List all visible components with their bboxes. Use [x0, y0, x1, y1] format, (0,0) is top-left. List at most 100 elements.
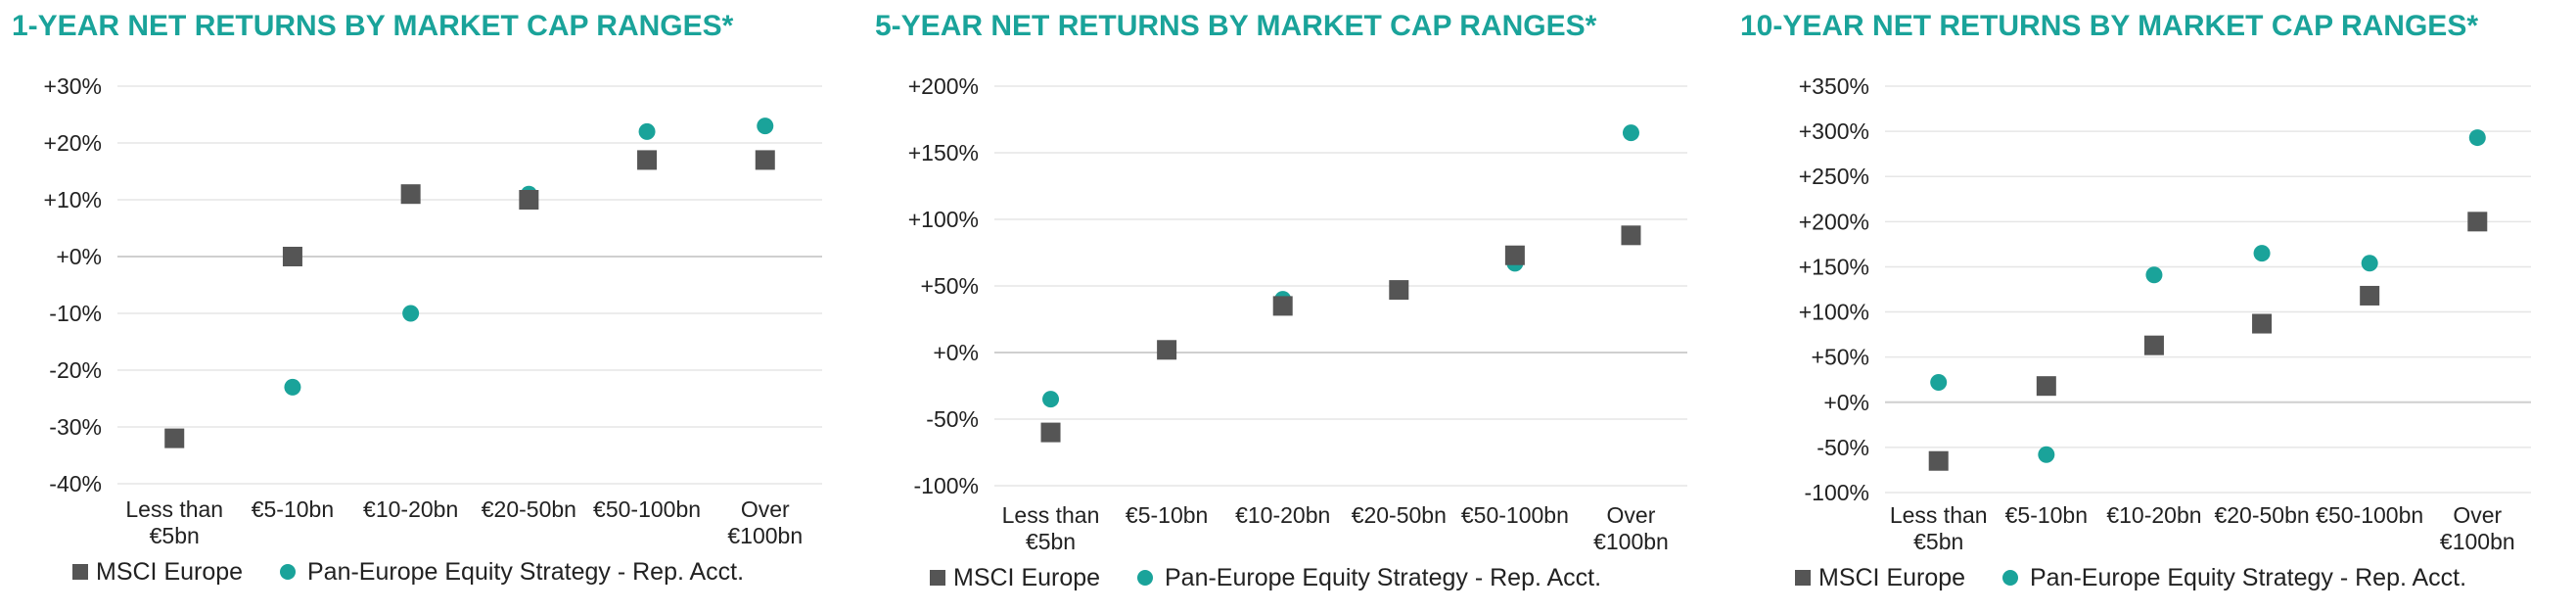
- y-tick-label: -100%: [914, 473, 979, 498]
- strategy-point: [402, 305, 420, 322]
- y-tick-label: +350%: [1799, 73, 1869, 99]
- y-tick-label: -10%: [49, 301, 102, 326]
- x-category-label: €10-20bn: [363, 496, 458, 522]
- y-tick-label: +10%: [44, 187, 102, 212]
- msci-europe-point: [1389, 280, 1409, 301]
- x-category-label: €5bn: [1026, 529, 1076, 554]
- x-category-label: Over: [2453, 502, 2502, 528]
- y-tick-label: +200%: [1799, 209, 1869, 234]
- strategy-point: [1930, 373, 1948, 391]
- x-category-label: €50-100bn: [1461, 502, 1569, 528]
- y-tick-label: +30%: [44, 73, 102, 99]
- y-tick-label: +100%: [908, 207, 979, 232]
- y-tick-label: +50%: [921, 273, 979, 299]
- msci-europe-point: [282, 247, 302, 266]
- legend-strategy-label: Pan-Europe Equity Strategy - Rep. Acct.: [307, 558, 744, 586]
- x-category-label: €5-10bn: [1126, 502, 1208, 528]
- y-tick-label: +0%: [1823, 390, 1869, 415]
- y-tick-label: +200%: [908, 73, 979, 99]
- x-category-label: €5-10bn: [2005, 502, 2088, 528]
- chart-panel-1: 1-YEAR NET RETURNS BY MARKET CAP RANGES*…: [12, 10, 822, 586]
- x-category-label: €20-50bn: [482, 496, 576, 522]
- msci-europe-point: [519, 190, 539, 210]
- chart-title: 1-YEAR NET RETURNS BY MARKET CAP RANGES*: [12, 10, 734, 42]
- msci-europe-point: [2143, 335, 2164, 355]
- x-category-label: €5bn: [1913, 529, 1963, 554]
- y-tick-label: -100%: [1805, 480, 1869, 505]
- legend-msci-marker: [1795, 570, 1811, 586]
- msci-europe-point: [2467, 212, 2488, 232]
- x-category-label: €10-20bn: [2106, 502, 2201, 528]
- y-tick-label: +20%: [44, 130, 102, 156]
- x-category-label: €100bn: [2440, 529, 2515, 554]
- chart-title: 5-YEAR NET RETURNS BY MARKET CAP RANGES*: [875, 10, 1597, 42]
- msci-europe-point: [1272, 296, 1293, 316]
- legend-strategy-marker: [280, 564, 296, 580]
- y-tick-label: +0%: [933, 340, 979, 365]
- legend-msci-marker: [72, 564, 88, 580]
- msci-europe-point: [1040, 422, 1061, 443]
- y-tick-label: -50%: [926, 406, 979, 432]
- chart-title: 10-YEAR NET RETURNS BY MARKET CAP RANGES…: [1740, 10, 2478, 42]
- x-category-label: €100bn: [1593, 529, 1669, 554]
- msci-europe-point: [2252, 313, 2273, 334]
- x-category-label: €10-20bn: [1235, 502, 1330, 528]
- y-tick-label: -50%: [1817, 435, 1869, 460]
- y-tick-label: +0%: [56, 244, 102, 269]
- legend-strategy-marker: [2002, 570, 2018, 586]
- strategy-point: [2253, 245, 2271, 262]
- msci-europe-point: [755, 150, 775, 170]
- legend-strategy-label: Pan-Europe Equity Strategy - Rep. Acct.: [1165, 564, 1601, 591]
- strategy-point: [284, 378, 301, 396]
- legend: MSCI Europe Pan-Europe Equity Strategy - …: [72, 558, 744, 586]
- strategy-point: [757, 118, 774, 135]
- msci-europe-point: [2036, 376, 2056, 397]
- strategy-point: [1622, 124, 1639, 142]
- strategy-point: [638, 122, 656, 140]
- chart-panel-2: 5-YEAR NET RETURNS BY MARKET CAP RANGES*…: [875, 10, 1687, 591]
- legend-msci-marker: [930, 570, 945, 586]
- msci-europe-point: [1157, 340, 1177, 360]
- x-category-label: Over: [1607, 502, 1656, 528]
- msci-europe-point: [637, 150, 658, 170]
- y-tick-label: +50%: [1812, 345, 1869, 370]
- x-category-label: €20-50bn: [1352, 502, 1447, 528]
- x-category-label: €50-100bn: [2316, 502, 2423, 528]
- strategy-point: [2038, 446, 2055, 463]
- strategy-point: [2468, 129, 2486, 147]
- legend-msci-label: MSCI Europe: [953, 564, 1100, 591]
- x-category-label: €5bn: [150, 523, 200, 548]
- x-category-label: Less than: [1890, 502, 1988, 528]
- x-category-label: Less than: [1002, 502, 1100, 528]
- x-category-label: €50-100bn: [593, 496, 701, 522]
- legend: MSCI Europe Pan-Europe Equity Strategy - …: [930, 564, 1601, 591]
- legend: MSCI Europe Pan-Europe Equity Strategy - …: [1795, 564, 2466, 591]
- strategy-point: [2361, 255, 2378, 272]
- y-tick-label: +150%: [1799, 254, 1869, 279]
- x-category-label: €100bn: [727, 523, 803, 548]
- msci-europe-point: [164, 428, 185, 448]
- y-tick-label: +150%: [908, 140, 979, 165]
- msci-europe-point: [1504, 245, 1525, 265]
- y-tick-label: +250%: [1799, 164, 1869, 189]
- y-tick-label: -40%: [49, 471, 102, 496]
- x-category-label: Less than: [125, 496, 223, 522]
- y-tick-label: +100%: [1799, 300, 1869, 325]
- y-tick-label: +300%: [1799, 118, 1869, 144]
- msci-europe-point: [2360, 285, 2380, 306]
- x-category-label: €20-50bn: [2214, 502, 2309, 528]
- y-tick-label: -30%: [49, 414, 102, 440]
- msci-europe-point: [400, 184, 421, 205]
- legend-msci-label: MSCI Europe: [96, 558, 243, 586]
- y-tick-label: -20%: [49, 357, 102, 383]
- legend-strategy-label: Pan-Europe Equity Strategy - Rep. Acct.: [2030, 564, 2466, 591]
- msci-europe-point: [1928, 450, 1949, 471]
- strategy-point: [1042, 391, 1060, 408]
- chart-panel-3: 10-YEAR NET RETURNS BY MARKET CAP RANGES…: [1740, 10, 2531, 591]
- legend-strategy-marker: [1137, 570, 1153, 586]
- msci-europe-point: [1621, 225, 1641, 246]
- legend-msci-label: MSCI Europe: [1818, 564, 1965, 591]
- x-category-label: Over: [741, 496, 790, 522]
